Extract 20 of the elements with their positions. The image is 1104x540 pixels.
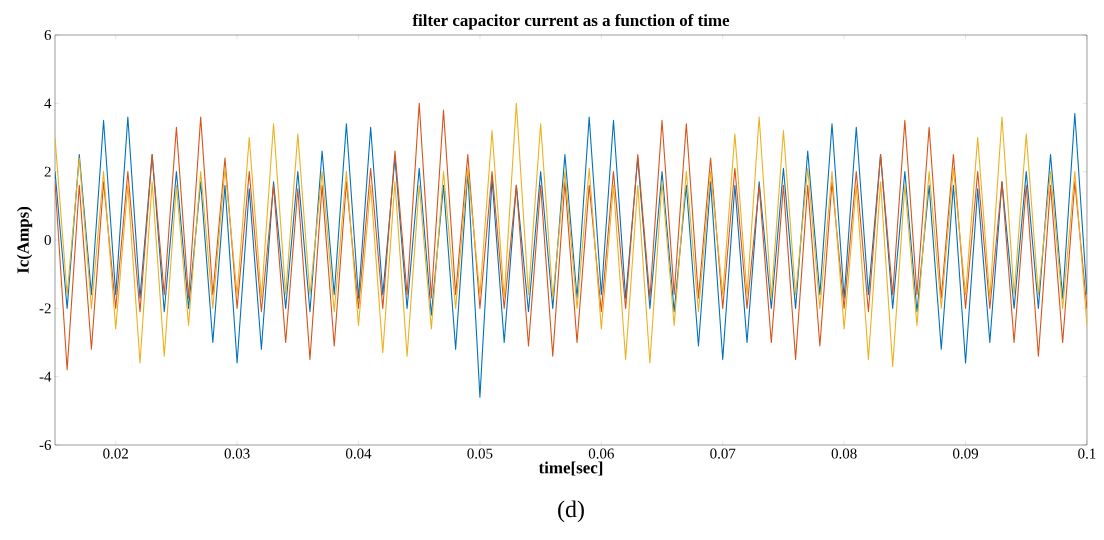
x-tick-label: 0.05 xyxy=(467,448,493,459)
x-tick-label: 0.09 xyxy=(953,448,979,459)
y-axis-title: Ic(Amps) xyxy=(16,206,33,274)
x-tick-label: 0.07 xyxy=(710,448,736,459)
y-tick-label: -2 xyxy=(39,303,51,314)
text: (d) xyxy=(558,500,584,523)
y-tick-label: -4 xyxy=(39,371,52,382)
x-tick-label: 0.06 xyxy=(588,448,614,459)
y-tick-label: -6 xyxy=(39,439,52,451)
x-tick-label: 0.1 xyxy=(1078,448,1096,459)
chart-title: filter capacitor current as a function of time xyxy=(412,13,730,30)
x-axis-title: time[sec] xyxy=(538,461,603,476)
y-tick-label: 0 xyxy=(44,234,51,246)
y-tick-label: 2 xyxy=(44,166,51,177)
y-tick-label: 6 xyxy=(44,29,52,41)
x-tick-label: 0.04 xyxy=(346,448,372,459)
y-tick-label: 4 xyxy=(44,98,52,109)
x-tick-label: 0.03 xyxy=(224,448,250,459)
x-tick-label: 0.02 xyxy=(103,448,128,459)
x-tick-label: 0.08 xyxy=(831,448,857,459)
